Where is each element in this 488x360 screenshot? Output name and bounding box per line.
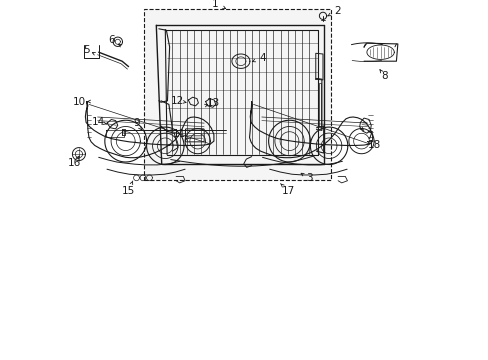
Text: 8: 8 — [381, 71, 387, 81]
Text: 16: 16 — [68, 158, 81, 168]
Text: 2: 2 — [333, 6, 340, 16]
Text: 10: 10 — [73, 96, 86, 107]
Text: 5: 5 — [82, 45, 89, 55]
Text: 6: 6 — [108, 35, 114, 45]
Text: 14: 14 — [92, 117, 105, 127]
FancyBboxPatch shape — [185, 129, 204, 142]
Bar — [143, 9, 330, 180]
Text: 13: 13 — [207, 98, 220, 108]
Text: 11: 11 — [173, 129, 186, 139]
Text: 1: 1 — [211, 0, 218, 9]
Text: 15: 15 — [122, 186, 135, 196]
Text: 3: 3 — [305, 173, 312, 183]
Text: 12: 12 — [171, 96, 184, 106]
Text: 9: 9 — [133, 118, 140, 128]
Text: 4: 4 — [259, 53, 265, 63]
Text: 18: 18 — [367, 140, 381, 150]
Text: 17: 17 — [281, 186, 294, 196]
Text: 7: 7 — [366, 131, 372, 141]
